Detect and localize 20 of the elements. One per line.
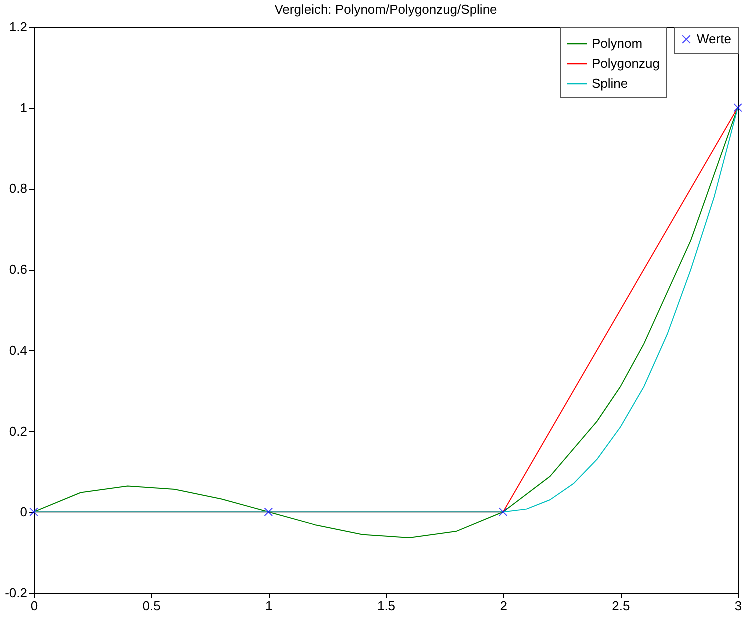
legend-label: Polygonzug bbox=[592, 56, 660, 71]
legend-label: Polynom bbox=[592, 36, 643, 51]
x-tick-label: 0 bbox=[30, 598, 38, 614]
y-tick-label: 1.2 bbox=[9, 20, 28, 34]
x-tick-label: 1 bbox=[266, 598, 273, 614]
chart-title: Vergleich: Polynom/Polygonzug/Spline bbox=[274, 2, 498, 17]
x-tick-label: 2 bbox=[500, 598, 508, 614]
y-tick-label: 0.2 bbox=[9, 424, 28, 439]
x-tick-label: 3 bbox=[734, 598, 742, 614]
x-tick-label: 0.5 bbox=[142, 598, 161, 614]
y-tick-label: 0 bbox=[20, 504, 28, 520]
legend-label: Werte bbox=[697, 32, 732, 46]
y-tick-label: 0.4 bbox=[9, 342, 28, 358]
y-tick-label: 0.8 bbox=[9, 181, 28, 196]
y-tick-label: -0.2 bbox=[5, 586, 28, 600]
y-tick-label: 0.6 bbox=[9, 262, 28, 278]
x-tick-label: 2.5 bbox=[612, 598, 630, 614]
legend-label: Spline bbox=[592, 76, 628, 91]
y-tick-label: 1 bbox=[20, 100, 28, 116]
x-tick-label: 1.5 bbox=[377, 598, 396, 614]
